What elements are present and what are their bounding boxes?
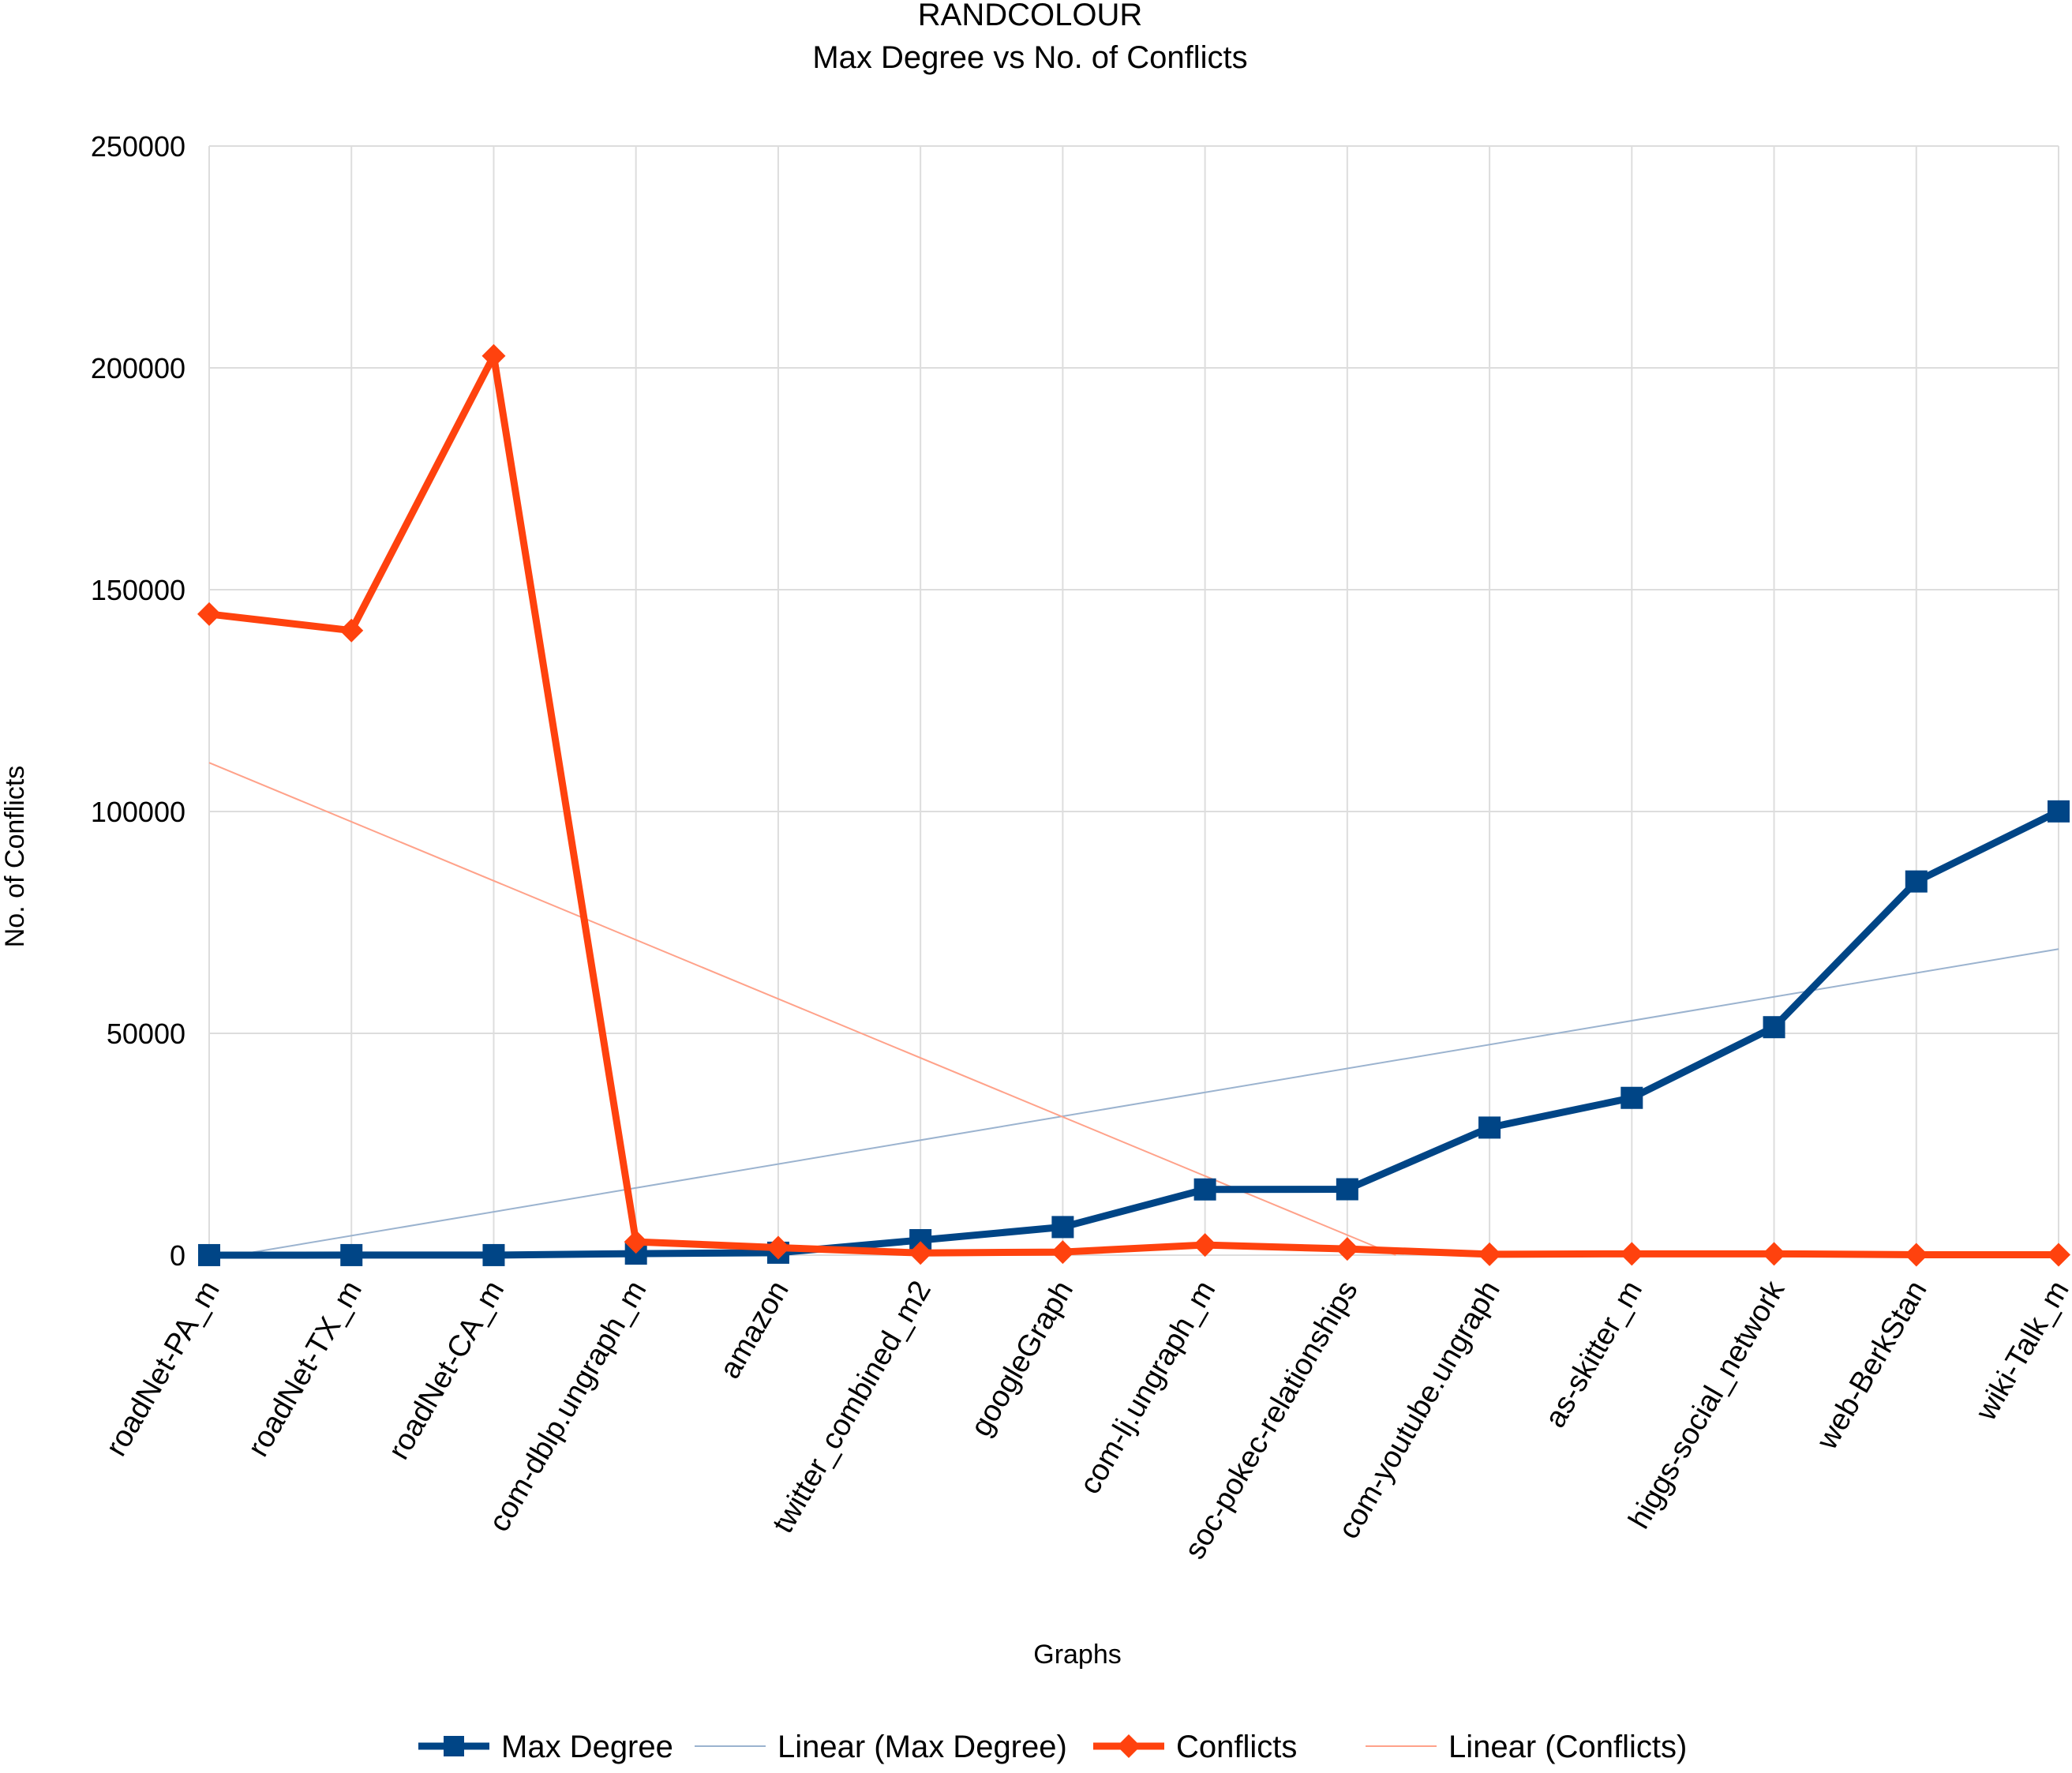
x-tick-label: higgs-social_network (1623, 1275, 1792, 1535)
data-point-square (1336, 1178, 1358, 1201)
legend-marker-diamond (1117, 1734, 1141, 1758)
y-tick-label: 250000 (91, 130, 185, 163)
y-axis: 0 50000 100000 150000 200000 250000 (91, 130, 185, 1272)
legend-label: Linear (Max Degree) (777, 1730, 1067, 1764)
data-point-diamond (1478, 1242, 1502, 1266)
x-tick-label: googleGraph (965, 1276, 1080, 1442)
trendline (235, 948, 2059, 1256)
data-point-square (1051, 1216, 1074, 1239)
data-point-diamond (481, 343, 506, 368)
data-point-diamond (339, 618, 364, 643)
legend-item: Linear (Conflicts) (1366, 1730, 1687, 1764)
legend-item: Conflicts (1093, 1730, 1297, 1764)
x-tick-label: wiki-Talk_m (1969, 1276, 2072, 1427)
data-point-diamond (1620, 1242, 1644, 1266)
x-tick-label: as-skitter_m (1538, 1276, 1649, 1434)
x-tick-label: twitter_combined_m2 (766, 1276, 938, 1539)
x-tick-label: com-lj.ungraph_m (1073, 1276, 1222, 1500)
data-point-diamond (1335, 1237, 1359, 1261)
data-point-diamond (909, 1241, 933, 1265)
data-point-square (2048, 800, 2070, 823)
data-point-square (1478, 1116, 1501, 1139)
y-tick-label: 0 (170, 1239, 185, 1272)
x-tick-label: roadNet-TX_m (242, 1276, 369, 1463)
data-point-square (1905, 870, 1928, 893)
data-point-diamond (197, 602, 221, 626)
x-tick-label: amazon (714, 1276, 796, 1385)
y-axis-title: No. of Conflicts (0, 766, 30, 948)
data-point-diamond (766, 1235, 790, 1260)
x-tick-label: web-BerkStan (1810, 1276, 1933, 1456)
data-point-diamond (1904, 1243, 1928, 1267)
data-series (197, 343, 2070, 1267)
x-tick-label: com-youtube.ungraph (1332, 1276, 1507, 1545)
trendline (208, 762, 1396, 1256)
data-point-diamond (624, 1230, 648, 1254)
y-tick-label: 50000 (107, 1018, 185, 1050)
x-axis: roadNet-PA_m roadNet-TX_m roadNet-CA_mcom-… (99, 1275, 2072, 1565)
chart-subtitle: Max Degree vs No. of Conflicts (812, 40, 1247, 75)
series-line (208, 352, 2059, 1258)
data-point-square (1193, 1178, 1216, 1201)
data-point-square (340, 1243, 363, 1266)
legend-item: Linear (Max Degree) (695, 1730, 1067, 1764)
data-point-diamond (2047, 1243, 2070, 1267)
data-point-diamond (1051, 1240, 1075, 1265)
chart-title: RANDCOLOUR (918, 0, 1142, 32)
x-axis-title: Graphs (1033, 1640, 1122, 1670)
x-tick-label: com-dblp.ungraph_m (483, 1276, 654, 1538)
y-tick-label: 150000 (91, 574, 185, 606)
data-point-square (482, 1243, 505, 1266)
legend-label: Max Degree (501, 1730, 673, 1764)
grid-lines (208, 145, 2059, 1256)
legend: Max Degree Linear (Max Degree) Conflicts Li… (418, 1730, 1687, 1764)
y-tick-label: 100000 (91, 796, 185, 828)
legend-label: Linear (Conflicts) (1448, 1730, 1687, 1764)
data-point-square (198, 1243, 220, 1266)
legend-label: Conflicts (1176, 1730, 1297, 1764)
data-point-diamond (1193, 1233, 1217, 1258)
data-point-diamond (1762, 1242, 1786, 1266)
series-line (208, 808, 2060, 1259)
x-tick-label: roadNet-CA_m (382, 1276, 511, 1465)
legend-item: Max Degree (418, 1730, 673, 1764)
x-tick-label: roadNet-PA_m (99, 1276, 227, 1462)
data-point-square (1763, 1016, 1785, 1039)
trendlines (208, 762, 2059, 1256)
data-point-square (1621, 1086, 1643, 1109)
legend-marker-square (444, 1736, 464, 1756)
y-tick-label: 200000 (91, 352, 185, 384)
